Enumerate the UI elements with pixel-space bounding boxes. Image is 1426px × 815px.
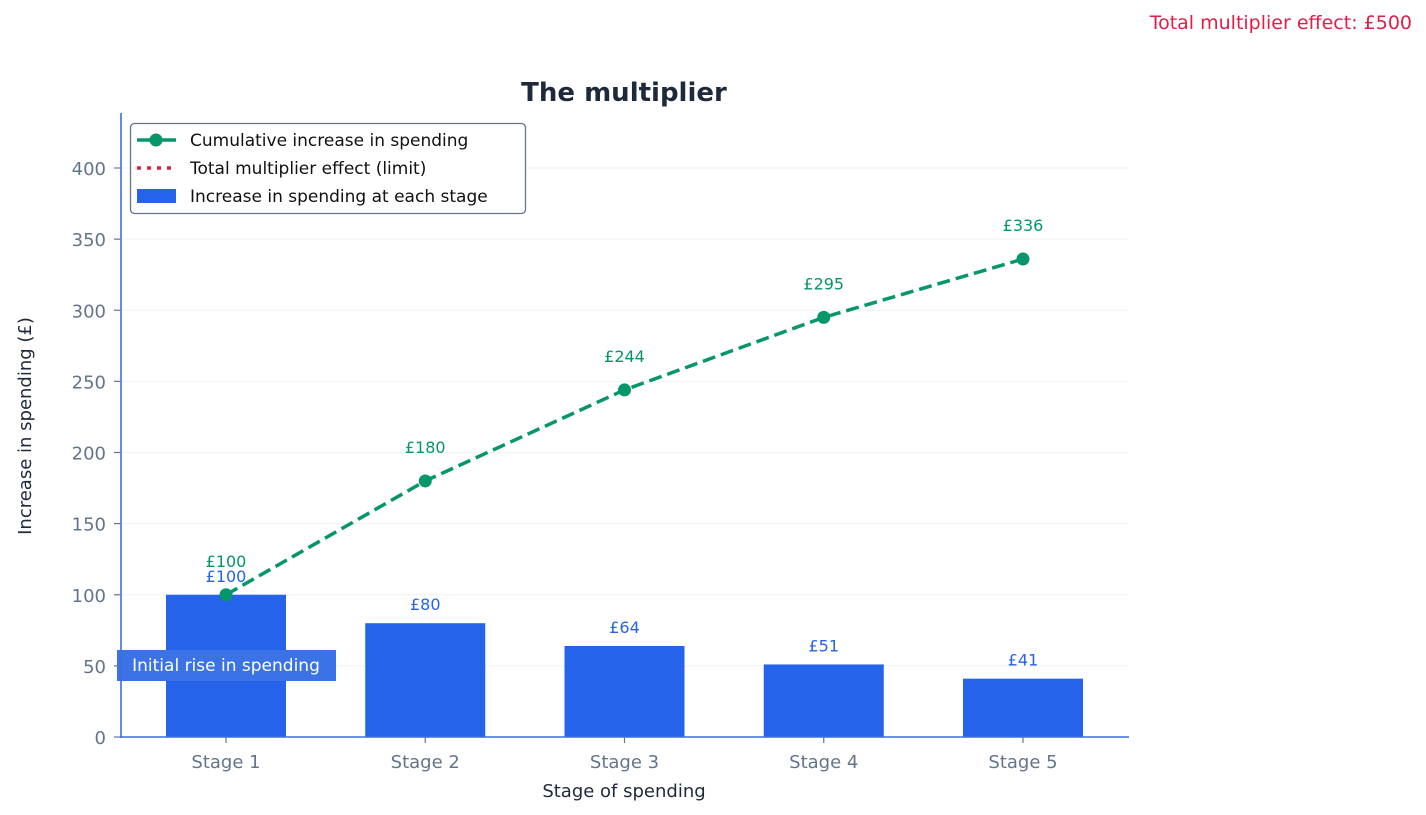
line-marker [219,588,233,602]
bar-value-label: £100 [206,567,247,586]
chart-title: The multiplier [521,78,727,108]
x-tick-label: Stage 2 [391,752,460,773]
line-value-label: £336 [1003,216,1044,235]
bar [365,623,486,737]
bar-value-label: £64 [609,618,640,637]
y-tick-label: 150 [72,515,106,536]
legend-label: Total multiplier effect (limit) [189,159,426,179]
line-marker [817,310,831,324]
legend-marker-icon [149,133,163,147]
annotation-text: Initial rise in spending [132,656,320,676]
legend-box [129,122,527,215]
x-tick-label: Stage 1 [191,752,260,773]
line-marker [1016,252,1030,266]
line-marker [418,474,432,488]
y-tick-label: 50 [83,657,106,678]
bar [963,678,1083,737]
y-tick-label: 100 [72,586,106,607]
bar-value-label: £41 [1008,651,1039,670]
line-value-label: £100 [206,552,247,571]
bar [763,664,884,737]
y-tick-label: 300 [72,301,106,322]
x-tick-label: Stage 5 [988,752,1057,773]
legend: Cumulative increase in spending Total mul… [129,122,527,215]
legend-label: Cumulative increase in spending [190,131,468,151]
line-value-label: £295 [803,274,844,293]
y-tick-label: 350 [72,230,106,251]
legend-label: Increase in spending at each stage [190,187,488,207]
initial-rise-annotation: Initial rise in spending [117,650,336,681]
legend-patch-icon [137,189,176,203]
y-axis-title: Increase in spending (£) [15,317,36,535]
axes: 0 50 100 150 200 250 300 350 400 Stage 1 Stage 2 St… [15,113,1129,802]
line-marker [618,383,631,397]
x-tick-label: Stage 4 [789,752,858,773]
line-value-label: £180 [405,438,446,457]
bar-value-label: £80 [410,595,441,614]
bar-series: £100 £80 £64 £51 £41 [166,567,1083,737]
annotation-box [117,650,336,681]
y-tick-label: 0 [95,728,106,749]
y-tick-label: 200 [72,444,106,465]
y-tick-label: 400 [72,159,106,180]
gridlines [120,167,1128,667]
bar-value-label: £51 [808,636,839,655]
cumulative-line-series: £100 £180 £244 £295 £336 [206,216,1044,602]
cumulative-line [225,257,1024,597]
x-axis-title: Stage of spending [542,781,705,802]
y-tick-label: 250 [72,372,106,393]
total-effect-annotation: Total multiplier effect: £500 [1149,12,1412,34]
x-tick-label: Stage 3 [590,752,659,773]
line-value-label: £244 [604,347,645,366]
bar [564,645,685,737]
